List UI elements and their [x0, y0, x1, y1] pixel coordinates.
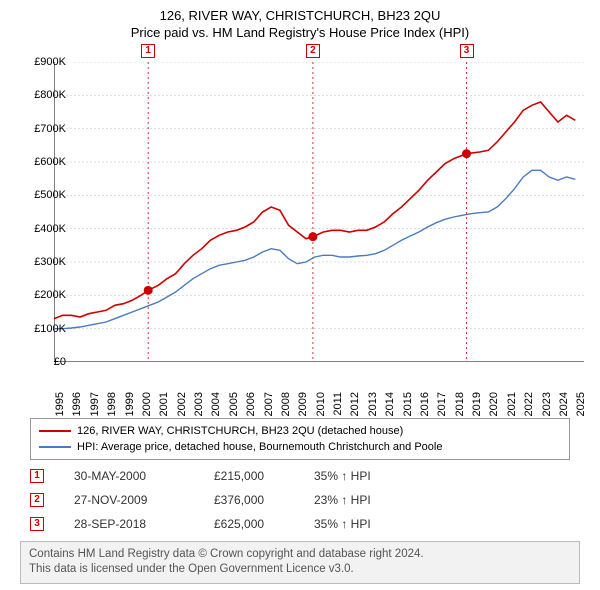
x-tick-label: 2019 — [471, 392, 483, 416]
legend-label: HPI: Average price, detached house, Bour… — [77, 441, 442, 453]
x-tick-label: 2006 — [245, 392, 257, 416]
chart-container: 126, RIVER WAY, CHRISTCHURCH, BH23 2QU P… — [0, 0, 600, 590]
y-tick-label: £500K — [34, 189, 66, 201]
sale-date: 27-NOV-2009 — [74, 493, 214, 507]
y-tick-label: £900K — [34, 56, 66, 68]
x-tick-label: 2017 — [437, 392, 449, 416]
y-tick-label: £600K — [34, 156, 66, 168]
y-tick-label: £200K — [34, 289, 66, 301]
x-tick-label: 1995 — [54, 392, 66, 416]
sales-row: 3 28-SEP-2018 £625,000 35% ↑ HPI — [30, 512, 434, 536]
y-tick-label: £100K — [34, 323, 66, 335]
sale-price: £625,000 — [214, 517, 314, 531]
x-tick-label: 2000 — [141, 392, 153, 416]
sale-marker-icon: 1 — [30, 469, 44, 483]
x-tick-label: 2024 — [558, 392, 570, 416]
x-tick-label: 2003 — [193, 392, 205, 416]
x-tick-label: 1997 — [89, 392, 101, 416]
x-tick-label: 1999 — [124, 392, 136, 416]
sale-hpi: 35% ↑ HPI — [314, 517, 434, 531]
legend-line-icon — [39, 446, 71, 448]
sale-date: 30-MAY-2000 — [74, 469, 214, 483]
x-tick-label: 2001 — [158, 392, 170, 416]
sale-marker-box: 3 — [460, 44, 474, 58]
x-tick-label: 2002 — [176, 392, 188, 416]
x-tick-label: 1998 — [106, 392, 118, 416]
attribution-line: Contains HM Land Registry data © Crown c… — [29, 548, 424, 560]
x-tick-label: 2011 — [332, 392, 344, 416]
x-tick-label: 2009 — [298, 392, 310, 416]
x-tick-label: 2008 — [280, 392, 292, 416]
title-block: 126, RIVER WAY, CHRISTCHURCH, BH23 2QU P… — [0, 0, 600, 40]
chart-svg — [54, 62, 584, 362]
sale-date: 28-SEP-2018 — [74, 517, 214, 531]
x-tick-label: 2010 — [315, 392, 327, 416]
x-tick-label: 2012 — [350, 392, 362, 416]
sale-marker-icon: 3 — [30, 517, 44, 531]
sale-marker-icon: 2 — [30, 493, 44, 507]
title-main: 126, RIVER WAY, CHRISTCHURCH, BH23 2QU — [0, 8, 600, 23]
legend-row: 126, RIVER WAY, CHRISTCHURCH, BH23 2QU (… — [39, 423, 561, 439]
legend-row: HPI: Average price, detached house, Bour… — [39, 439, 561, 455]
x-tick-label: 2020 — [489, 392, 501, 416]
x-tick-label: 2018 — [454, 392, 466, 416]
legend-label: 126, RIVER WAY, CHRISTCHURCH, BH23 2QU (… — [77, 425, 403, 437]
sale-price: £376,000 — [214, 493, 314, 507]
sales-row: 2 27-NOV-2009 £376,000 23% ↑ HPI — [30, 488, 434, 512]
attribution-line: This data is licensed under the Open Gov… — [29, 563, 354, 575]
y-tick-label: £800K — [34, 89, 66, 101]
x-tick-label: 2007 — [263, 392, 275, 416]
x-tick-label: 2023 — [541, 392, 553, 416]
legend: 126, RIVER WAY, CHRISTCHURCH, BH23 2QU (… — [30, 418, 570, 460]
sale-marker-box: 1 — [141, 44, 155, 58]
chart-plot-area — [54, 62, 584, 362]
sale-hpi: 23% ↑ HPI — [314, 493, 434, 507]
x-tick-label: 2004 — [211, 392, 223, 416]
y-tick-label: £700K — [34, 123, 66, 135]
y-tick-label: £300K — [34, 256, 66, 268]
x-tick-label: 2013 — [367, 392, 379, 416]
x-tick-label: 1996 — [72, 392, 84, 416]
x-tick-label: 2015 — [402, 392, 414, 416]
attribution-box: Contains HM Land Registry data © Crown c… — [20, 541, 580, 584]
legend-line-icon — [39, 430, 71, 432]
sale-hpi: 35% ↑ HPI — [314, 469, 434, 483]
x-tick-label: 2021 — [506, 392, 518, 416]
x-tick-label: 2005 — [228, 392, 240, 416]
x-tick-label: 2022 — [523, 392, 535, 416]
sale-marker-box: 2 — [306, 44, 320, 58]
y-tick-label: £400K — [34, 223, 66, 235]
x-tick-label: 2014 — [384, 392, 396, 416]
x-tick-label: 2016 — [419, 392, 431, 416]
y-tick-label: £0 — [54, 356, 66, 368]
sales-table: 1 30-MAY-2000 £215,000 35% ↑ HPI 2 27-NO… — [30, 464, 434, 536]
x-tick-label: 2025 — [576, 392, 588, 416]
sales-row: 1 30-MAY-2000 £215,000 35% ↑ HPI — [30, 464, 434, 488]
sale-price: £215,000 — [214, 469, 314, 483]
title-sub: Price paid vs. HM Land Registry's House … — [0, 25, 600, 40]
